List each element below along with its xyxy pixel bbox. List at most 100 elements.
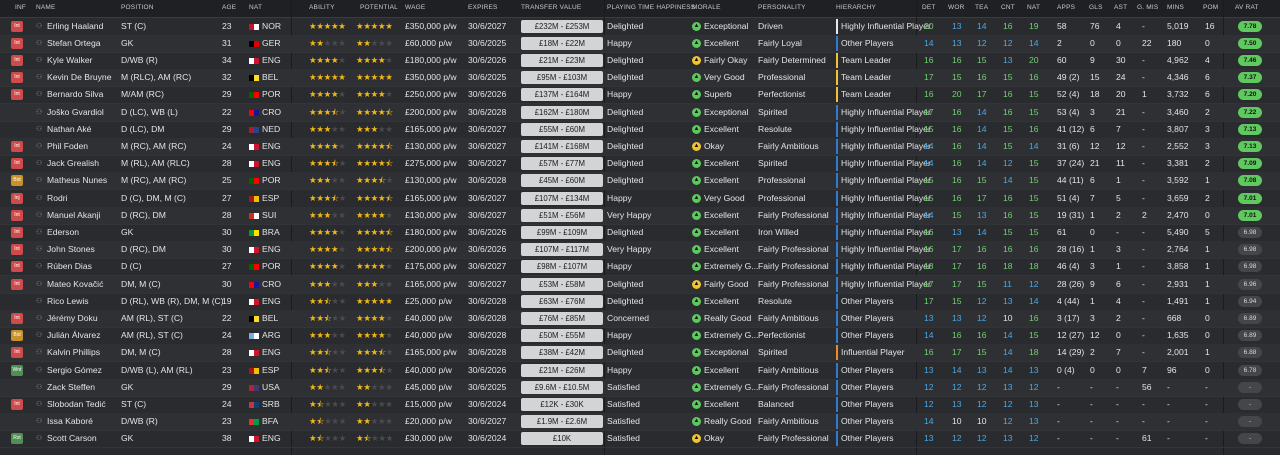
info-badge[interactable]: Int [11,89,23,101]
table-row[interactable]: Bid ⚇ Matheus Nunes M (RC), AM (RC) 25 POR ★★★… [0,172,1280,191]
player-name[interactable]: Mateo Kovačić [47,278,104,289]
info-badge[interactable]: Int [11,72,23,84]
col-ast[interactable]: AST [1114,4,1128,11]
player-name[interactable]: Manuel Akanji [47,209,101,220]
info-badge[interactable]: Int [11,37,23,49]
info-badge[interactable]: Int [11,140,23,152]
table-row[interactable]: ⚇ Issa Kaboré D/WB (R) 23 BFA ★⯪ ★★★ ★★ ★★★ £20,0… [0,413,1280,432]
col-hierarchy[interactable]: HIERARCHY [836,4,877,11]
player-name[interactable]: Bernardo Silva [47,89,104,100]
col-expires[interactable]: EXPIRES [468,4,498,11]
col-personality[interactable]: PERSONALITY [758,4,806,11]
col-ability[interactable]: ABILITY [309,4,335,11]
col-apps[interactable]: APPS [1057,4,1076,11]
col-age[interactable]: AGE [222,4,237,11]
nation-flag-icon [249,401,259,408]
col-name[interactable]: NAME [36,4,56,11]
col-gmis[interactable]: G. MIS [1137,4,1159,11]
info-badge[interactable]: Rst [11,433,23,445]
col-inf[interactable]: INF [15,4,27,11]
player-name[interactable]: Phil Foden [47,140,89,151]
table-row[interactable]: Int ⚇ Slobodan Tedić ST (C) 24 SRB ★⯪ ★★★ ★★ ★★★ £… [0,396,1280,415]
info-badge[interactable]: Int [11,54,23,66]
col-det[interactable]: DET [922,4,936,11]
player-name[interactable]: Julián Álvarez [47,330,101,341]
col-morale[interactable]: MORALE [692,4,721,11]
table-row[interactable]: Int ⚇ Manuel Akanji D (RC), DM 28 SUI ★★★ ★★ ★★★… [0,206,1280,225]
col-transfer-value[interactable]: TRANSFER VALUE [521,4,582,11]
player-name[interactable]: Erling Haaland [47,20,104,31]
table-row[interactable]: Bid ⚇ Julián Álvarez AM (RL), ST (C) 24 ARG ★★… [0,327,1280,346]
table-row[interactable]: Int ⚇ Jack Grealish M (RL), AM (RLC) 28 ENG ★★… [0,155,1280,174]
table-row[interactable]: Int ⚇ Jérémy Doku AM (RL), ST (C) 22 BEL ★★⯪ ★★… [0,309,1280,329]
col-wor[interactable]: WOR [948,4,965,11]
player-name[interactable]: Kalvin Phillips [47,347,101,358]
table-row[interactable]: ⚇ Rico Lewis D (RL), WB (R), DM, M (C) 19 EN… [0,293,1280,311]
table-row[interactable]: Int ⚇ Mateo Kovačić DM, M (C) 30 CRO ★★★ ★★ ★★★ ★… [0,275,1280,294]
player-name[interactable]: Scott Carson [47,433,97,444]
player-name[interactable]: Rico Lewis [47,295,89,306]
col-position[interactable]: POSITION [121,4,154,11]
col-avrat[interactable]: AV RAT [1235,4,1259,11]
player-name[interactable]: Kyle Walker [47,54,93,65]
info-badge[interactable]: Bid [11,330,23,342]
col-pom[interactable]: POM [1203,4,1219,11]
player-name[interactable]: John Stones [47,244,95,255]
col-tea[interactable]: TEA [975,4,989,11]
info-badge[interactable]: Int [11,244,23,256]
col-nat-attr[interactable]: NAT [1027,4,1041,11]
player-name[interactable]: Jérémy Doku [47,312,98,323]
stat-minutes: 2,764 [1167,244,1189,255]
col-playing-time[interactable]: PLAYING TIME HAPPINESS [607,4,696,11]
player-name[interactable]: Issa Kaboré [47,416,93,427]
table-row[interactable]: Int ⚇ John Stones D (RC), DM 30 ENG ★★★★ ★ ★★★★⯪… [0,241,1280,260]
table-row[interactable]: Wnt ⚇ Sergio Gómez D/WB (L), AM (RL) 23 ESP ★★… [0,362,1280,380]
player-name[interactable]: Kevin De Bruyne [47,72,112,83]
table-row[interactable]: Int ⚇ Bernardo Silva M/AM (RC) 29 POR ★★★★ ★ ★★★… [0,86,1280,105]
table-row[interactable]: ⚇ Joško Gvardiol D (LC), WB (L) 22 CRO ★★★⯪ ★ ★… [0,103,1280,122]
table-row[interactable]: ⚇ Nathan Aké D (LC), DM 29 NED ★★★ ★★ ★★★ ★★ £165… [0,121,1280,139]
info-badge[interactable]: Int [11,347,23,359]
table-row[interactable]: Int ⚇ Stefan Ortega GK 31 GER ★★ ★★★ ★★ ★★★ £60,00… [0,34,1280,53]
player-name[interactable]: Zack Steffen [47,381,96,392]
table-row[interactable]: Inj ⚇ Rodri D (C), DM, M (C) 27 ESP ★★★⯪ ★ ★★★★⯪… [0,190,1280,208]
table-row[interactable]: Rst ⚇ Scott Carson GK 38 ENG ★⯪ ★★★ ★⯪ ★★★ £30,000… [0,430,1280,449]
stat-player-of-match: 0 [1205,312,1210,323]
player-name[interactable]: Rodri [47,192,68,203]
col-wage[interactable]: WAGE [405,4,426,11]
player-name[interactable]: Jack Grealish [47,158,100,169]
info-badge[interactable]: Inj [11,192,23,204]
col-gls[interactable]: GLS [1089,4,1103,11]
table-row[interactable]: Int ⚇ Kyle Walker D/WB (R) 34 ENG ★★★★ ★ ★★★★ ★ £1… [0,52,1280,71]
info-badge[interactable]: Int [11,158,23,170]
info-badge[interactable]: Bid [11,175,23,187]
table-row[interactable]: Int ⚇ Kevin De Bruyne M (RLC), AM (RC) 32 BEL… [0,69,1280,88]
player-name[interactable]: Matheus Nunes [47,175,108,186]
info-badge[interactable]: Int [11,226,23,238]
info-badge[interactable]: Int [11,278,23,290]
player-name[interactable]: Sergio Gómez [47,364,102,375]
player-name[interactable]: Joško Gvardiol [47,106,104,117]
table-row[interactable]: Int ⚇ Kalvin Phillips DM, M (C) 28 ENG ★★⯪ ★★ ★★… [0,344,1280,363]
info-badge[interactable]: Int [11,20,23,32]
player-name[interactable]: Nathan Aké [47,123,92,134]
col-cnt[interactable]: CNT [1001,4,1015,11]
info-badge[interactable]: Wnt [11,364,23,376]
info-badge[interactable]: Int [11,261,23,273]
table-row[interactable]: ⚇ Zack Steffen GK 29 USA ★★ ★★★ ★★ ★★★ £45,000 p/… [0,378,1280,397]
col-mins[interactable]: MINS [1167,4,1185,11]
player-name[interactable]: Stefan Ortega [47,37,101,48]
player-name[interactable]: Slobodan Tedić [47,398,106,409]
player-name[interactable]: Ederson [47,226,80,237]
col-nat[interactable]: NAT [249,4,263,11]
table-row[interactable]: Int ⚇ Erling Haaland ST (C) 23 NOR ★★★★★ ★★★★★ £… [0,18,1280,36]
table-row[interactable]: Int ⚇ Rúben Dias D (C) 27 POR ★★★★ ★ ★★★★ ★ £175,0… [0,258,1280,277]
info-badge[interactable]: Int [11,312,23,324]
col-potential[interactable]: POTENTIAL [360,4,398,11]
table-row[interactable]: Int ⚇ Phil Foden M (RC), AM (RC) 24 ENG ★★★★ ★ ★… [0,137,1280,157]
attr-concentration: 11 [1003,278,1012,289]
info-badge[interactable]: Int [11,209,23,221]
info-badge[interactable]: Int [11,398,23,410]
table-row[interactable]: Int ⚇ Ederson GK 30 BRA ★★★★ ★ ★★★★⯪ £180,000 p/w… [0,224,1280,243]
player-name[interactable]: Rúben Dias [47,261,92,272]
